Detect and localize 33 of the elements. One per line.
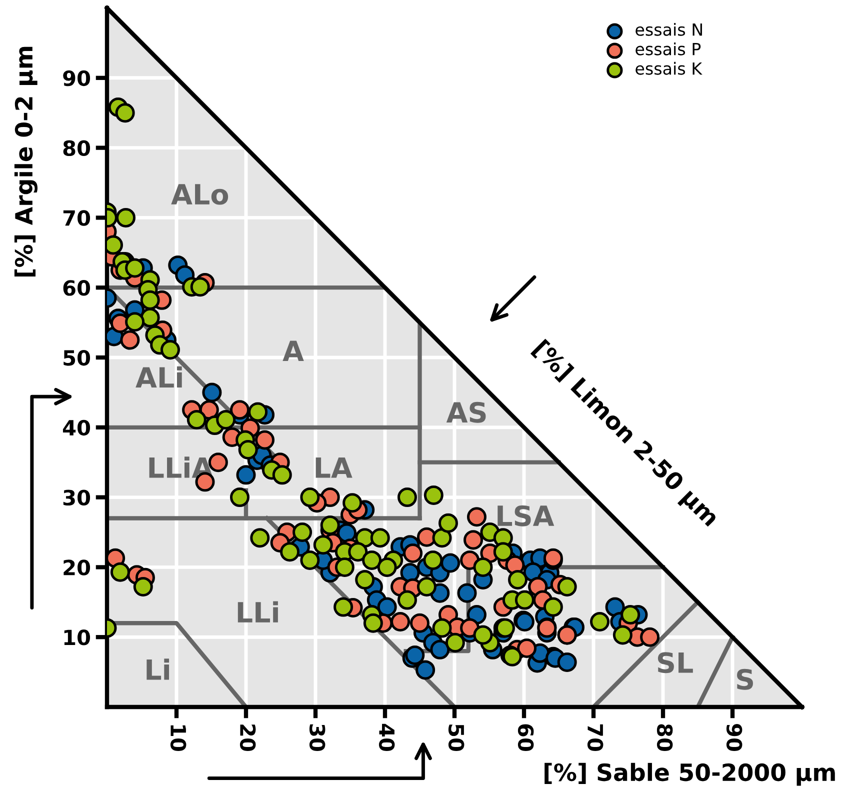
legend-label: essais K — [636, 62, 702, 75]
y-tick-label: 60 — [63, 280, 90, 296]
x-tick-label: 50 — [448, 724, 464, 751]
x-tick-label: 20 — [240, 724, 256, 751]
annotation: Li — [146, 658, 170, 680]
annotation: LSA — [498, 505, 554, 526]
y-tick-label: 10 — [64, 630, 90, 646]
annotation: S — [737, 668, 753, 690]
x-tick-label: 60 — [518, 724, 534, 751]
x-tick-label: 80 — [656, 724, 673, 751]
annotation: SL — [658, 652, 693, 674]
y-tick-label: 30 — [63, 490, 90, 506]
legend-label: essais N — [636, 23, 702, 36]
y-tick-label: 40 — [62, 420, 90, 436]
y-tick-label: 70 — [63, 210, 90, 226]
x-tick-label: 10 — [170, 725, 186, 751]
y-tick-label: 80 — [63, 140, 90, 156]
legend-label: essais P — [636, 42, 701, 56]
annotation: LA — [316, 457, 352, 478]
x-tick-label: 40 — [378, 724, 395, 751]
y-axis-title: [%] Argile 0-2 µm — [14, 46, 38, 277]
x-tick-label: 30 — [309, 724, 326, 751]
annotation: LLi — [238, 601, 278, 622]
y-tick-label: 20 — [64, 560, 90, 576]
annotation: AS — [446, 402, 486, 423]
annotation: ALi — [136, 366, 182, 388]
y-tick-label: 50 — [64, 350, 90, 366]
annotation: ALo — [171, 184, 228, 205]
x-axis-title: [%] Sable 50-2000 µm — [544, 762, 835, 786]
y-tick-label: 90 — [63, 70, 90, 86]
x-tick-label: 70 — [587, 724, 604, 751]
annotation: A — [282, 340, 304, 361]
x-tick-label: 90 — [726, 724, 742, 751]
